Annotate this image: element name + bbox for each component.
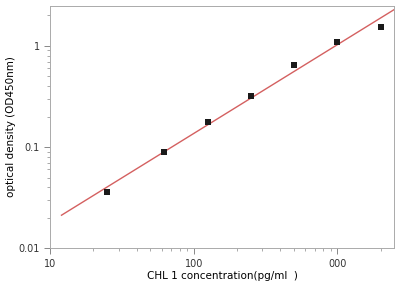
Point <box>377 24 384 29</box>
Point <box>334 40 340 45</box>
Point <box>204 120 211 125</box>
X-axis label: CHL 1 concentration(pg/ml  ): CHL 1 concentration(pg/ml ) <box>147 272 298 282</box>
Point <box>104 190 110 194</box>
Point <box>161 149 168 154</box>
Point <box>248 94 254 98</box>
Point <box>291 63 297 67</box>
Y-axis label: optical density (OD450nm): optical density (OD450nm) <box>6 57 16 197</box>
